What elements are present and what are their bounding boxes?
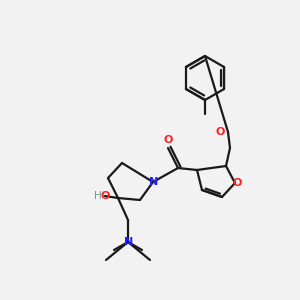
Text: H: H xyxy=(94,191,102,201)
Text: O: O xyxy=(100,191,110,201)
Text: O: O xyxy=(232,178,242,188)
Text: O: O xyxy=(215,127,225,137)
Text: N: N xyxy=(124,237,134,247)
Text: O: O xyxy=(163,135,173,145)
Text: N: N xyxy=(149,177,159,187)
